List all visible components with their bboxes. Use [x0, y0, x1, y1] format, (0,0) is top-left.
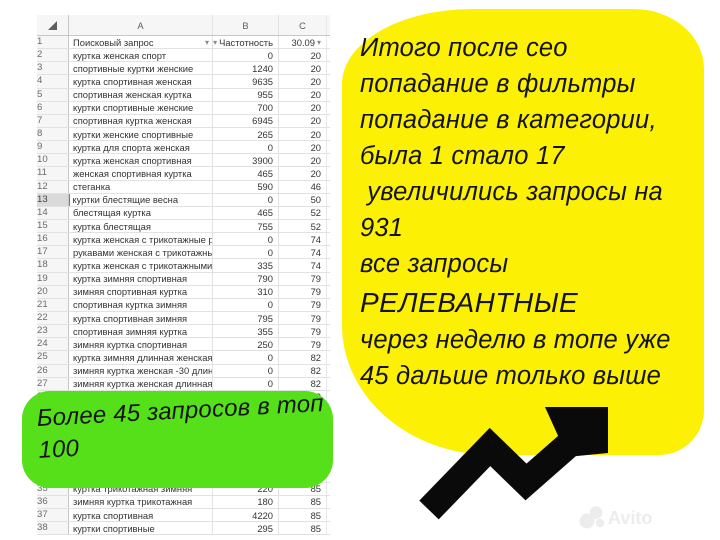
- svg-text:Avito: Avito: [608, 508, 652, 528]
